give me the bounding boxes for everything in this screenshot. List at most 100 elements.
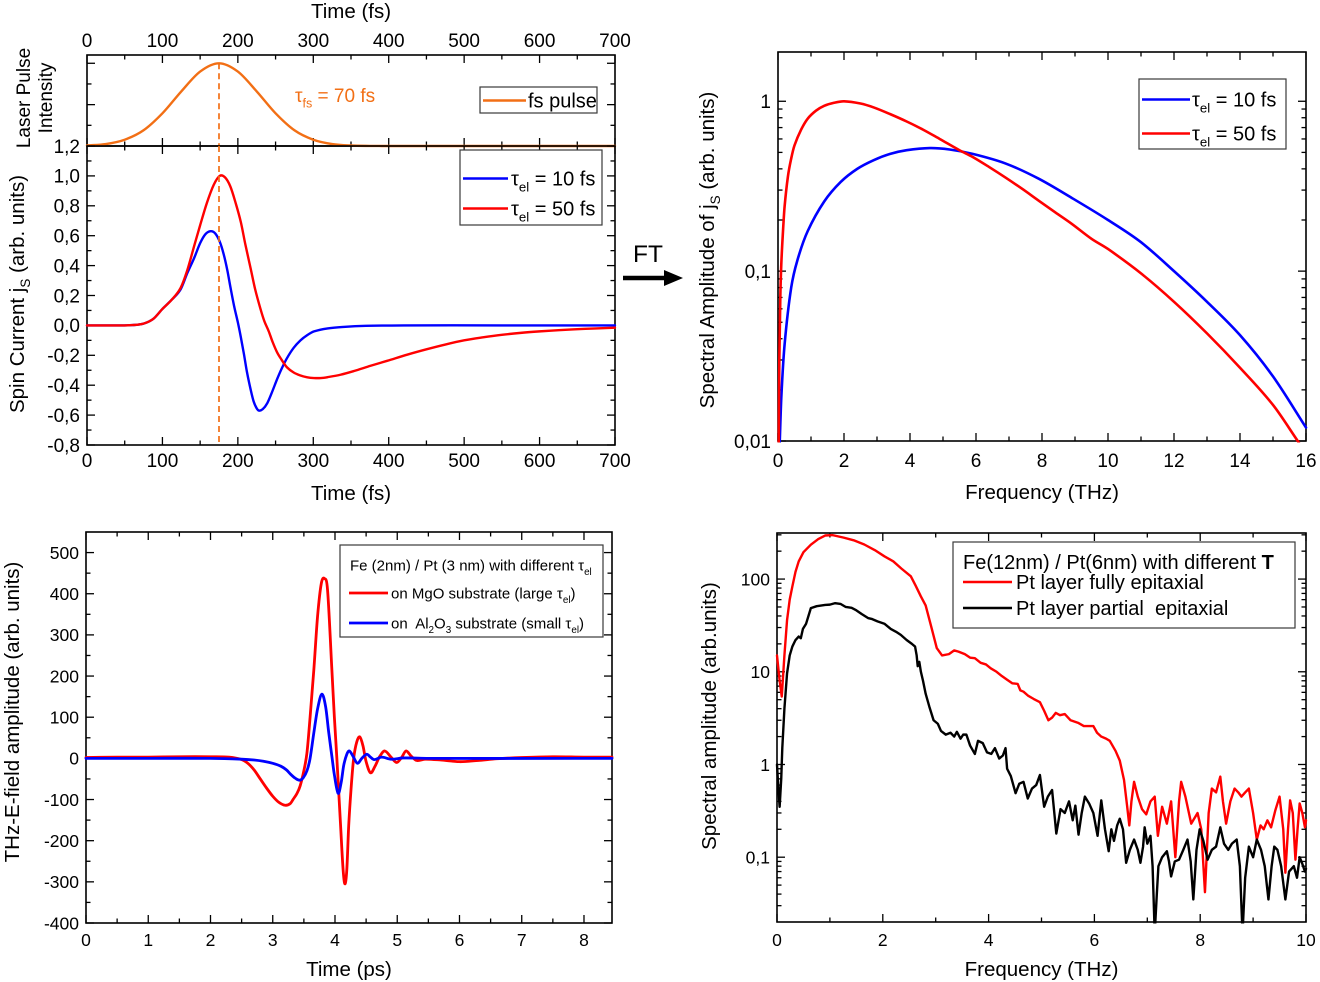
x-tick-label: 300	[297, 31, 329, 52]
x-tick-label: 6	[971, 451, 982, 472]
x-tick-label: 8	[1037, 451, 1048, 472]
subscript-text: el	[1200, 101, 1210, 116]
x-tick-label: 12	[1163, 451, 1184, 472]
legend-entry: τel = 10 fs	[463, 169, 595, 195]
legend-box	[1138, 78, 1287, 150]
legend-label: τel = 10 fs	[511, 169, 595, 195]
panel-thz-field: 0 1 2 3 4 5 6 7 8-400-300-200-100010020030040050…	[1, 531, 614, 981]
text-run: Laser Pulse	[14, 48, 35, 148]
legend-entry: Pt layer fully epitaxial	[963, 572, 1204, 594]
x-tick-label: 200	[222, 31, 254, 52]
legend-entry: τel = 50 fs	[1142, 124, 1276, 150]
x-tick-label: 8	[579, 930, 589, 950]
y-tick-label: -300	[44, 872, 79, 892]
x-tick-label: 0	[81, 930, 91, 950]
legend-label: on MgO substrate (large τel)	[391, 585, 576, 606]
y-axis-title: Spin Current jS (arb. units)	[6, 175, 33, 413]
pulse-duration-annotation: τfs = 70 fs	[295, 86, 375, 111]
y-tick-label: 1	[760, 92, 771, 113]
y-tick-label: 0,1	[745, 262, 771, 283]
subscript-text: el	[1200, 135, 1210, 150]
text-run: Fe(12nm) / Pt(6nm) with different	[963, 552, 1262, 574]
legend-title: Fe (2nm) / Pt (3 nm) with different τel	[350, 557, 592, 578]
axes: 0 100 200 300 400 500 600 700 Time (fs) Laser Pul…	[14, 0, 631, 148]
y-tick-label: -0,4	[47, 376, 80, 397]
x-tick-label: 700	[599, 31, 631, 52]
x-tick-label: 600	[524, 451, 556, 472]
plot-area	[775, 533, 1308, 924]
y-tick-label: -200	[44, 831, 79, 851]
measured-spectrum-series-line-1	[775, 601, 1308, 924]
y-tick-label: -0,8	[47, 436, 80, 457]
axes: 0 2 4 6 8 10 0,1 1 10 100 Frequency (THz) Spectral …	[698, 532, 1316, 981]
text-run: Frequency (THz)	[965, 481, 1119, 504]
bold-text: T	[1262, 552, 1274, 574]
text-run: (arb. units)	[6, 175, 29, 279]
x-tick-label: 4	[984, 930, 994, 950]
subscript-text: el	[571, 625, 579, 636]
text-run: on MgO substrate (large τ	[391, 585, 563, 602]
text-run: fs pulse	[528, 91, 597, 113]
text-run: Pt layer fully epitaxial	[1016, 572, 1204, 594]
x-tick-label: 400	[373, 451, 405, 472]
text-run: O	[434, 615, 446, 632]
text-run: Time (fs)	[311, 0, 391, 23]
axes: 0 100 200 300 400 500 600 700 -0,8 -0,6 -0,4 -0,2 0,…	[6, 137, 631, 505]
x-tick-label: 7	[517, 930, 527, 950]
text-run: = 70 fs	[312, 86, 375, 107]
y-tick-label: 200	[50, 666, 79, 686]
x-tick-label: 14	[1229, 451, 1251, 472]
x-tick-label: 4	[330, 930, 340, 950]
legend: Fe (2nm) / Pt (3 nm) with different τelo…	[339, 544, 604, 638]
text-run: Intensity	[36, 62, 57, 133]
panel-laser-pulse: 0 100 200 300 400 500 600 700 Time (fs) Laser Pul…	[14, 0, 631, 148]
y-tick-label: 0,8	[54, 197, 80, 218]
text-run: Spectral amplitude (arb.units)	[698, 582, 721, 850]
subscript-text: 2	[429, 625, 435, 636]
x-tick-label: 200	[222, 451, 254, 472]
y-tick-label: -100	[44, 790, 79, 810]
x-tick-label: 0	[773, 451, 784, 472]
x-tick-label: 0	[82, 451, 93, 472]
y-tick-label: 100	[741, 569, 770, 589]
y-axis-title: THz-E-field amplitude (arb. units)	[1, 562, 24, 863]
text-run: on Al	[391, 615, 429, 632]
x-tick-label: 100	[147, 451, 179, 472]
text-run: = 50 fs	[529, 199, 595, 221]
legend-entry: on MgO substrate (large τel)	[349, 585, 576, 606]
axes: 0 1 2 3 4 5 6 7 8-400-300-200-100010020030040050…	[1, 531, 613, 981]
legend: Fe(12nm) / Pt(6nm) with different T Pt la…	[952, 541, 1296, 629]
text-run: Pt layer partial epitaxial	[1016, 598, 1228, 620]
y-tick-label: 0,4	[54, 256, 81, 277]
subscript-text: S	[18, 279, 33, 288]
legend-label: on Al2O3 substrate (small τel)	[391, 615, 584, 636]
y-tick-label: 0	[69, 749, 79, 769]
legend-entry: Pt layer partial epitaxial	[963, 598, 1228, 620]
x-tick-label: 16	[1295, 451, 1316, 472]
thz-field-series-line-1	[84, 692, 614, 795]
subscript-text: fs	[303, 97, 313, 111]
subscript-text: el	[563, 595, 571, 606]
x-tick-label: 2	[206, 930, 216, 950]
legend-box	[952, 541, 1296, 629]
y-tick-label: 1,0	[54, 167, 80, 188]
panel-measured-spectrum: 0 2 4 6 8 10 0,1 1 10 100 Frequency (THz) Spectral …	[698, 532, 1316, 981]
x-tick-label: 2	[839, 451, 850, 472]
y-tick-label: 0,01	[734, 432, 771, 453]
y-tick-label: 500	[50, 543, 79, 563]
text-run: Time (ps)	[306, 958, 392, 981]
ft-spectrum-series-line-0	[778, 146, 1308, 443]
y-tick-label: -0,6	[47, 406, 80, 427]
text-run: Fe (2nm) / Pt (3 nm) with different τ	[350, 557, 584, 574]
x-tick-label: 3	[268, 930, 278, 950]
text-run: )	[571, 585, 576, 602]
plot-frame	[85, 531, 613, 924]
y-tick-label: 400	[50, 584, 79, 604]
x-tick-label: 0	[82, 31, 93, 52]
text-run: = 10 fs	[529, 169, 595, 191]
x-axis-title: Frequency (THz)	[965, 958, 1119, 981]
